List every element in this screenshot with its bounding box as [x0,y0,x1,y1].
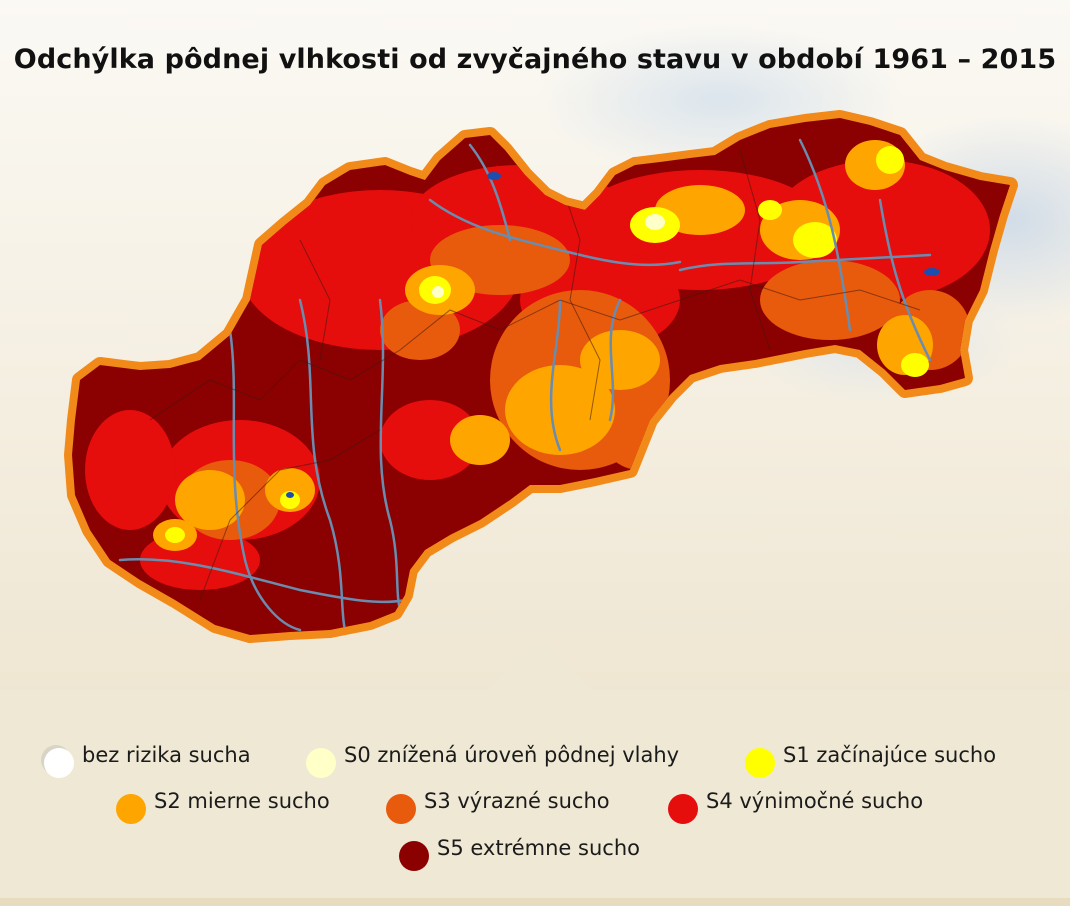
legend-panel [0,690,1070,900]
rivers [118,138,932,632]
legend-item-no-risk: bez rizika sucha [44,740,251,778]
legend-swatch-s0 [306,748,336,778]
legend-swatch-no-risk [44,748,74,778]
legend-label-s2: S2 mierne sucho [154,789,330,813]
legend-notch [485,640,595,692]
legend-swatch-s5 [399,841,429,871]
legend-swatch-s3 [386,794,416,824]
legend-label-s3: S3 výrazné sucho [424,789,610,813]
bottom-strip [0,898,1070,906]
legend-item-s2: S2 mierne sucho [116,786,330,824]
water-bodies [286,172,940,498]
legend-item-s5: S5 extrémne sucho [399,833,640,871]
district-borders [149,149,921,601]
drought-map [0,0,1070,700]
legend-swatch-s1 [745,748,775,778]
legend-item-s3: S3 výrazné sucho [386,786,610,824]
legend-swatch-s2 [116,794,146,824]
legend-label-s4: S4 výnimočné sucho [706,789,924,813]
legend-item-s4: S4 výnimočné sucho [668,786,924,824]
legend-label-s5: S5 extrémne sucho [437,836,640,860]
map-title: Odchýlka pôdnej vlhkosti od zvyčajného s… [13,44,1057,76]
legend-label-no-risk: bez rizika sucha [82,743,251,767]
legend-item-s1: S1 začínajúce sucho [745,740,997,778]
legend-label-s0: S0 znížená úroveň pôdnej vlahy [344,743,680,767]
legend-swatch-s4 [668,794,698,824]
legend-item-s0: S0 znížená úroveň pôdnej vlahy [306,740,680,778]
legend-label-s1: S1 začínajúce sucho [783,743,997,767]
